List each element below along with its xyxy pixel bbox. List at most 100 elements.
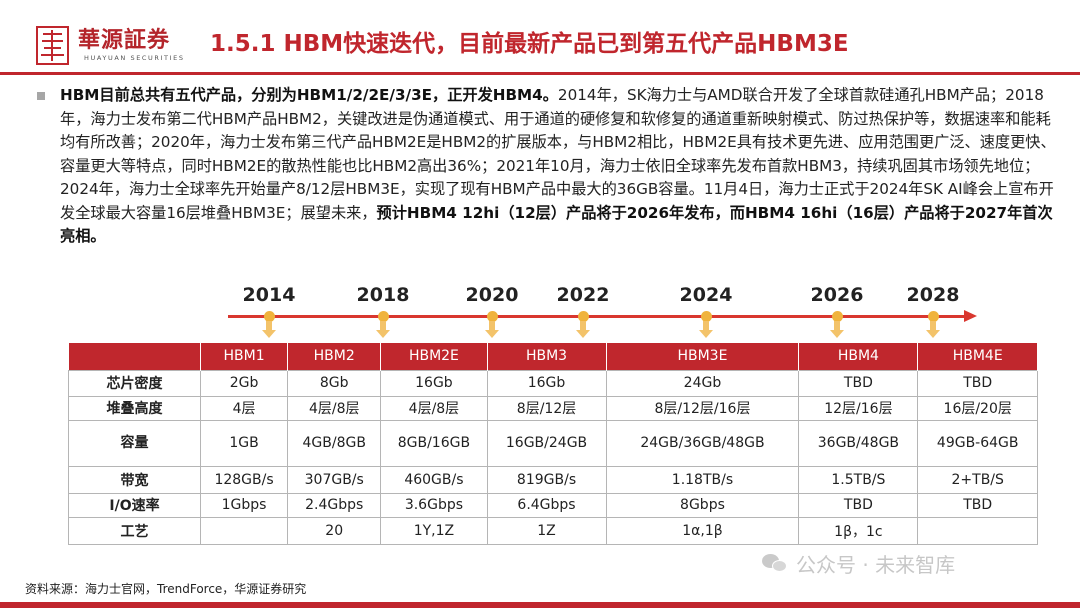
row-header: 容量 [68,419,201,467]
table-cell: 1.18TB/s [605,465,800,494]
table-cell: 1Gbps [199,492,289,518]
table-cell: 1β，1c [798,516,919,545]
down-arrow-icon [699,321,713,339]
table-cell: 16层/20层 [917,395,1038,421]
table-row: 容量 1GB 4GB/8GB 8GB/16GB 16GB/24GB 24GB/3… [68,419,1038,467]
table-cell: 4层 [199,395,289,421]
table-cell: 8Gb [287,369,382,397]
column-header: HBM4 [798,343,919,370]
table-row: 芯片密度 2Gb 8Gb 16Gb 16Gb 24Gb TBD TBD [68,369,1038,397]
timeline-dot [486,311,498,322]
column-header: HBM3E [606,343,800,370]
table-cell: 307GB/s [287,465,382,494]
table-cell: TBD [798,369,919,397]
page-title: 1.5.1 HBM快速迭代，目前最新产品已到第五代产品HBM3E [210,31,849,57]
table-cell: 128GB/s [199,465,289,494]
timeline-year: 2020 [465,284,519,306]
table-cell: 1.5TB/S [798,465,919,494]
intro-detail: 2014年，SK海力士与AMD联合开发了全球首款硅通孔HBM产品；2018年，海… [60,86,1056,222]
table-cell: 4层/8层 [287,395,382,421]
wechat-icon [762,552,788,574]
down-arrow-icon [830,321,844,339]
table-cell: 1GB [199,419,289,467]
table-cell [917,516,1038,545]
timeline-year: 2018 [356,284,410,306]
timeline-dot [377,311,389,322]
table-cell: 460GB/s [380,465,488,494]
timeline-axis [228,315,968,318]
timeline-dot [700,311,712,322]
table-cell: 12层/16层 [798,395,919,421]
table-cell: TBD [798,492,919,518]
down-arrow-icon [485,321,499,339]
timeline-year: 2028 [906,284,960,306]
column-header: HBM2E [380,343,488,370]
down-arrow-icon [376,321,390,339]
table-row: I/O速率 1Gbps 2.4Gbps 3.6Gbps 6.4Gbps 8Gbp… [68,492,1038,518]
timeline-dot [577,311,589,322]
table-cell: 8Gbps [605,492,800,518]
watermark: 公众号 · 未来智库 [762,548,955,578]
table-row: 工艺 20 1Y,1Z 1Z 1α,1β 1β，1c [68,516,1038,545]
table-cell: TBD [917,492,1038,518]
table-cell: 2.4Gbps [287,492,382,518]
down-arrow-icon [926,321,940,339]
table-row: 带宽 128GB/s 307GB/s 460GB/s 819GB/s 1.18T… [68,465,1038,494]
table-cell: 16Gb [486,369,607,397]
hbm-spec-table: HBM1 HBM2 HBM2E HBM3 HBM3E HBM4 HBM4E 芯片… [68,343,1038,545]
table-cell: 6.4Gbps [486,492,607,518]
intro-outlook: 预计HBM4 12hi（12层）产品将于2026年发布，而HBM4 16hi（1… [60,203,1053,246]
bullet-icon [37,92,45,100]
logo-icon [36,26,69,65]
table-cell: 4层/8层 [380,395,488,421]
logo-subtitle: HUAYUAN SECURITIES [84,54,185,62]
source-note: 资料来源：海力士官网，TrendForce，华源证券研究 [25,582,307,596]
column-header: HBM4E [917,343,1038,370]
timeline-year: 2022 [556,284,610,306]
table-cell: 2+TB/S [917,465,1038,494]
table-cell: 20 [287,516,382,545]
table-cell: 2Gb [199,369,289,397]
intro-lead: HBM目前总共有五代产品，分别为HBM1/2/2E/3/3E，正开发HBM4。 [60,86,558,104]
table-cell: 3.6Gbps [380,492,488,518]
table-cell: 4GB/8GB [287,419,382,467]
table-cell [199,516,289,545]
footer-bar [0,602,1080,608]
table-cell: 8层/12层 [486,395,607,421]
timeline-dot [831,311,843,322]
table-cell: TBD [917,369,1038,397]
row-header: 带宽 [68,465,201,494]
table-cell: 1Z [486,516,607,545]
down-arrow-icon [262,321,276,339]
row-header: 堆叠高度 [68,395,201,421]
table-cell: 1Y,1Z [380,516,488,545]
column-header-blank [68,343,201,370]
row-header: 工艺 [68,516,201,545]
table-cell: 8层/12层/16层 [605,395,800,421]
timeline-year: 2026 [810,284,864,306]
table-cell: 16GB/24GB [486,419,607,467]
column-header: HBM1 [200,343,289,370]
timeline-dot [927,311,939,322]
row-header: I/O速率 [68,492,201,518]
table-cell: 8GB/16GB [380,419,488,467]
watermark-text: 公众号 · 未来智库 [796,552,956,577]
table-cell: 819GB/s [486,465,607,494]
column-header: HBM2 [287,343,382,370]
table-cell: 16Gb [380,369,488,397]
row-header: 芯片密度 [68,369,201,397]
table-cell: 49GB-64GB [917,419,1038,467]
timeline-dot [263,311,275,322]
logo-name: 華源証券 [78,27,171,53]
timeline-year: 2014 [242,284,296,306]
table-cell: 24GB/36GB/48GB [605,419,800,467]
timeline-year: 2024 [679,284,733,306]
table-cell: 1α,1β [605,516,800,545]
header-divider [0,72,1080,75]
table-cell: 24Gb [605,369,800,397]
table-header-row: HBM1 HBM2 HBM2E HBM3 HBM3E HBM4 HBM4E [68,343,1038,370]
down-arrow-icon [576,321,590,339]
table-cell: 36GB/48GB [798,419,919,467]
timeline-arrowhead-icon [964,310,977,322]
column-header: HBM3 [487,343,607,370]
